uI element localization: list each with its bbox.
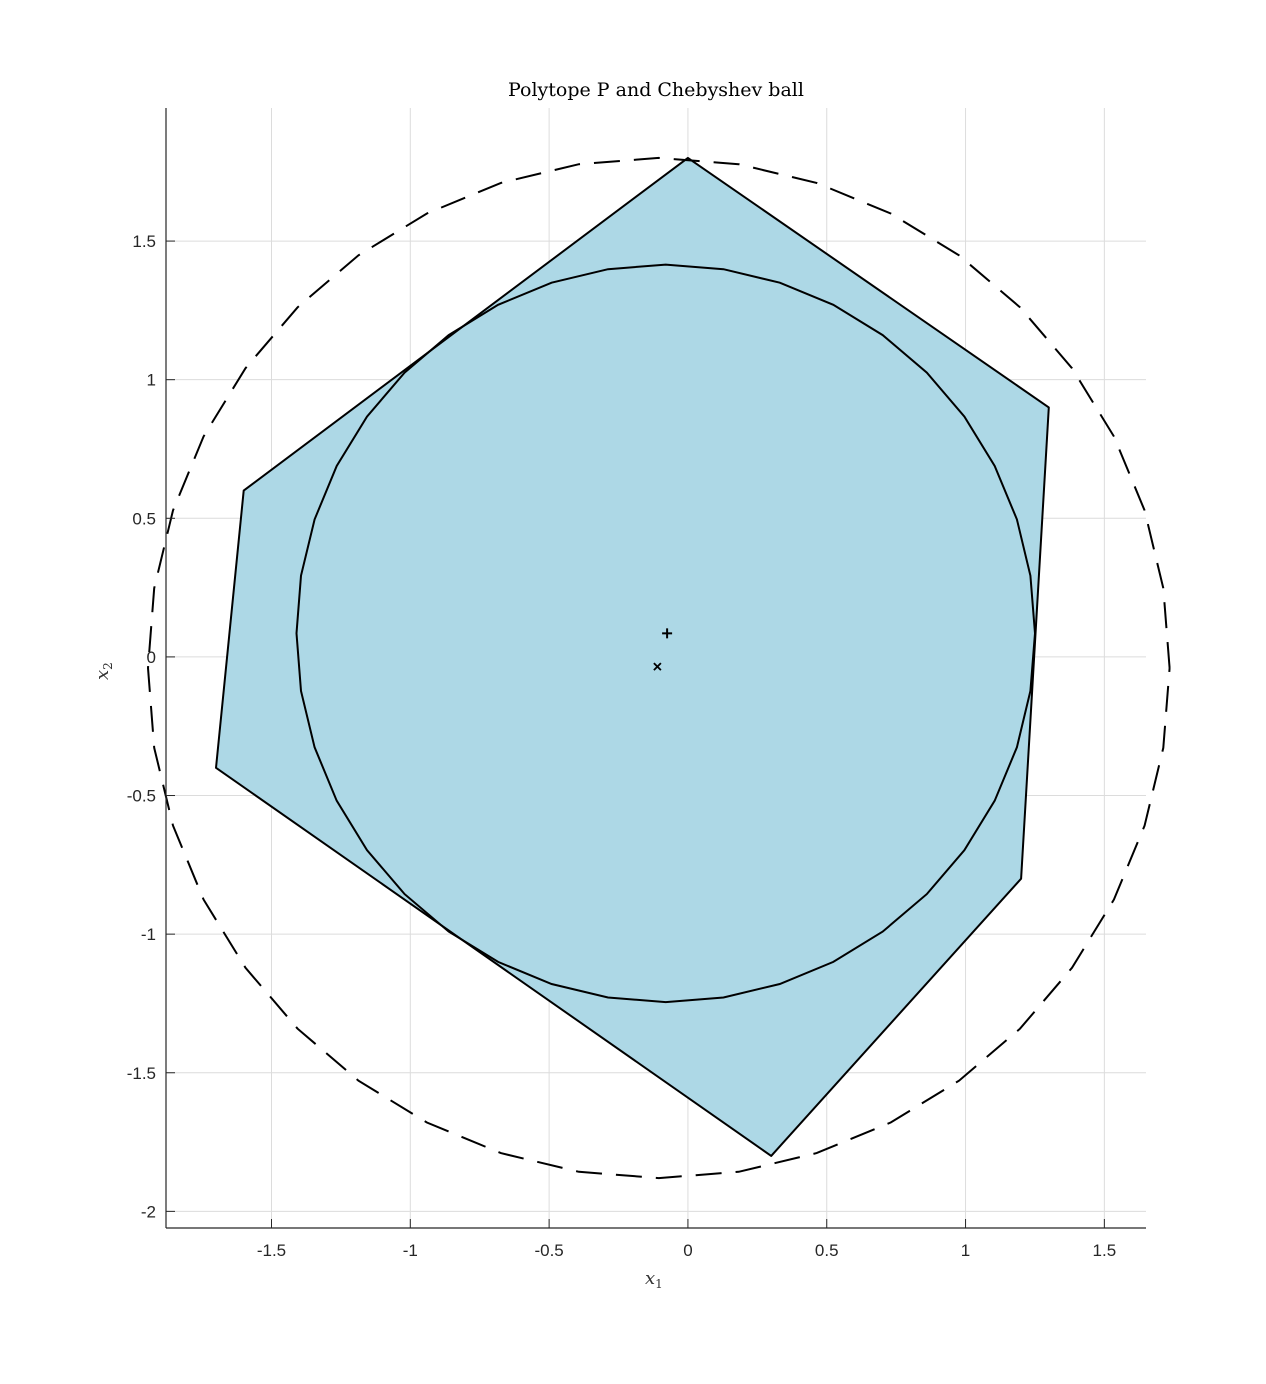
chart-title: Polytope P and Chebyshev ball <box>508 79 804 101</box>
y-tick-label: -2 <box>141 1202 156 1221</box>
x-tick-label: 1 <box>961 1241 970 1260</box>
polytope-p <box>215 156 1050 1157</box>
y-tick-label: -1 <box>141 925 156 944</box>
outer-ball-dashed <box>146 156 1171 1180</box>
x-tick-label: 0.5 <box>815 1241 839 1260</box>
x-tick-label: -1.5 <box>257 1241 286 1260</box>
y-tick-label: 0 <box>147 648 156 667</box>
axes <box>165 108 1146 1229</box>
x-axis-label: x1 <box>645 1268 663 1291</box>
y-tick-label: 1.5 <box>132 232 156 251</box>
x-tick-label: 1.5 <box>1093 1241 1117 1260</box>
y-axis-label-main: x <box>92 670 113 680</box>
x-axis-label-sub: 1 <box>655 1277 663 1291</box>
plot-area <box>146 156 1171 1180</box>
center-x-marker <box>653 662 662 671</box>
x-axis-label-main: x <box>645 1268 655 1289</box>
y-tick-label: -1.5 <box>127 1064 156 1083</box>
x-tick-label: -1 <box>403 1241 418 1260</box>
tick-labels: -1.5 -1 -0.5 0 0.5 1 1.5 -2 -1.5 -1 -0.5 0 0.5 1 1.5 <box>127 232 1116 1260</box>
chebyshev-ball <box>295 263 1036 1004</box>
x-tick-label: 0 <box>683 1241 692 1260</box>
y-axis-label-sub: 2 <box>101 662 115 670</box>
y-tick-label: 1 <box>147 371 156 390</box>
y-axis-label: x2 <box>92 662 115 680</box>
x-tick-label: -0.5 <box>534 1241 563 1260</box>
y-tick-label: -0.5 <box>127 787 156 806</box>
y-tick-label: 0.5 <box>132 509 156 528</box>
center-plus-marker <box>662 628 673 639</box>
